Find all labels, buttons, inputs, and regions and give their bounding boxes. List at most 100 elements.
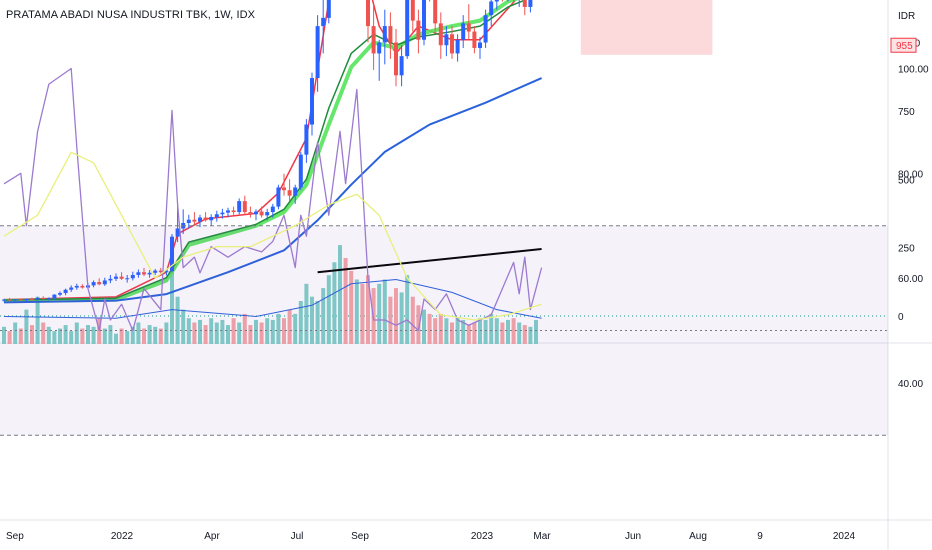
candle[interactable] (315, 15, 320, 92)
candle-body (382, 26, 387, 43)
candle[interactable] (310, 72, 314, 136)
candle[interactable] (254, 209, 258, 221)
volume-bar (63, 325, 68, 344)
candle[interactable] (158, 267, 163, 274)
candle[interactable] (494, 0, 499, 10)
candle[interactable] (13, 299, 18, 302)
candle[interactable] (304, 119, 309, 163)
candle[interactable] (282, 173, 286, 196)
candle[interactable] (30, 297, 34, 301)
candle[interactable] (382, 9, 387, 65)
candle[interactable] (203, 212, 208, 222)
candle[interactable] (489, 0, 494, 27)
candle[interactable] (63, 288, 68, 296)
candle[interactable] (209, 214, 214, 226)
candle[interactable] (326, 0, 331, 24)
rsi-tick-label: 100.00 (898, 65, 929, 76)
candle[interactable] (405, 0, 410, 59)
candle[interactable] (472, 26, 477, 54)
candle[interactable] (259, 206, 264, 218)
candle[interactable] (377, 39, 382, 81)
candle[interactable] (293, 184, 298, 204)
volume-bar (136, 322, 141, 344)
candle[interactable] (74, 283, 79, 290)
candle[interactable] (125, 274, 130, 283)
candle[interactable] (399, 45, 404, 87)
candle[interactable] (153, 268, 158, 275)
candle[interactable] (97, 278, 102, 286)
candle-body (494, 0, 499, 2)
candle[interactable] (455, 34, 460, 62)
candle[interactable] (422, 0, 426, 46)
candle[interactable] (265, 208, 270, 221)
stop-zone[interactable] (580, 0, 713, 55)
candle[interactable] (226, 207, 230, 218)
candle[interactable] (394, 28, 398, 87)
candle-body (399, 56, 404, 76)
candle[interactable] (461, 15, 466, 48)
candle[interactable] (321, 0, 326, 54)
candle[interactable] (147, 270, 152, 278)
candle[interactable] (242, 195, 247, 215)
candle[interactable] (416, 9, 421, 54)
candle[interactable] (371, 4, 376, 70)
candle[interactable] (388, 12, 393, 59)
candle[interactable] (450, 26, 454, 59)
candle[interactable] (428, 0, 432, 2)
candle[interactable] (433, 0, 438, 32)
volume-bar (304, 283, 309, 344)
chart-axes[interactable]: 2000150010007505002500IDR18401800PANI130… (6, 0, 929, 542)
candle[interactable] (237, 198, 242, 215)
candle[interactable] (231, 206, 236, 215)
candle[interactable] (298, 151, 303, 191)
candle[interactable] (130, 271, 135, 281)
candle[interactable] (102, 277, 107, 286)
candle[interactable] (438, 12, 443, 59)
candle[interactable] (46, 297, 51, 301)
candle[interactable] (24, 298, 29, 302)
candle[interactable] (52, 294, 57, 300)
candle[interactable] (528, 0, 533, 13)
candle[interactable] (2, 298, 6, 302)
volume-bar (198, 319, 202, 344)
candle[interactable] (522, 0, 527, 16)
badge-stop[interactable]: 955 (890, 37, 917, 53)
candle[interactable] (287, 179, 292, 202)
candle[interactable] (478, 37, 482, 59)
candle[interactable] (108, 274, 113, 284)
candle[interactable] (41, 296, 46, 300)
candle[interactable] (114, 273, 118, 281)
candle[interactable] (80, 284, 85, 289)
rsi-tick-label: 40.00 (898, 379, 923, 390)
candle[interactable] (483, 9, 488, 48)
candle[interactable] (192, 212, 197, 226)
candle[interactable] (198, 214, 202, 228)
candle[interactable] (276, 184, 281, 210)
candle[interactable] (18, 298, 23, 301)
candle-body (58, 293, 62, 295)
candle-body (186, 219, 191, 224)
candle[interactable] (186, 214, 191, 229)
candle[interactable] (466, 4, 471, 40)
candle[interactable] (35, 296, 40, 301)
candle[interactable] (91, 280, 96, 288)
price-candles[interactable] (2, 0, 538, 302)
candle[interactable] (517, 0, 521, 7)
candle[interactable] (58, 291, 62, 297)
candle[interactable] (220, 208, 225, 219)
candle[interactable] (444, 26, 449, 57)
candle[interactable] (248, 206, 253, 218)
candle[interactable] (270, 203, 275, 218)
volume-bar (500, 322, 505, 344)
candle[interactable] (142, 267, 146, 277)
candle[interactable] (410, 0, 415, 32)
candle[interactable] (366, 0, 370, 43)
candle[interactable] (500, 0, 504, 2)
candle[interactable] (7, 297, 12, 301)
candle[interactable] (214, 210, 219, 222)
candle[interactable] (136, 269, 141, 278)
candle[interactable] (119, 272, 124, 280)
position-zones[interactable] (0, 0, 888, 55)
candle[interactable] (69, 285, 74, 292)
